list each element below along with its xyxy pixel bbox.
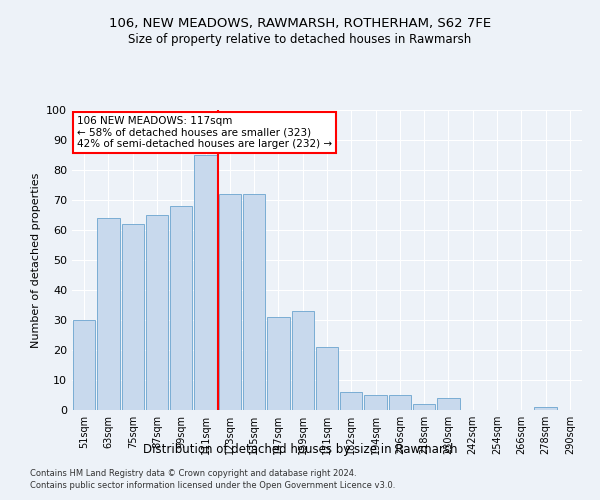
Bar [267,317,290,410]
Bar [437,398,460,410]
Bar [122,224,144,410]
Bar [243,194,265,410]
Text: Size of property relative to detached houses in Rawmarsh: Size of property relative to detached ho… [128,32,472,46]
Bar [316,347,338,410]
Text: Distribution of detached houses by size in Rawmarsh: Distribution of detached houses by size … [143,442,457,456]
Text: 106, NEW MEADOWS, RAWMARSH, ROTHERHAM, S62 7FE: 106, NEW MEADOWS, RAWMARSH, ROTHERHAM, S… [109,18,491,30]
Bar [194,155,217,410]
Bar [535,407,557,410]
Bar [170,206,193,410]
Y-axis label: Number of detached properties: Number of detached properties [31,172,41,348]
Bar [73,320,95,410]
Bar [340,392,362,410]
Bar [413,404,436,410]
Text: Contains HM Land Registry data © Crown copyright and database right 2024.: Contains HM Land Registry data © Crown c… [30,468,356,477]
Bar [292,311,314,410]
Bar [364,395,387,410]
Bar [97,218,119,410]
Bar [389,395,411,410]
Text: Contains public sector information licensed under the Open Government Licence v3: Contains public sector information licen… [30,481,395,490]
Bar [218,194,241,410]
Bar [146,215,168,410]
Text: 106 NEW MEADOWS: 117sqm
← 58% of detached houses are smaller (323)
42% of semi-d: 106 NEW MEADOWS: 117sqm ← 58% of detache… [77,116,332,149]
